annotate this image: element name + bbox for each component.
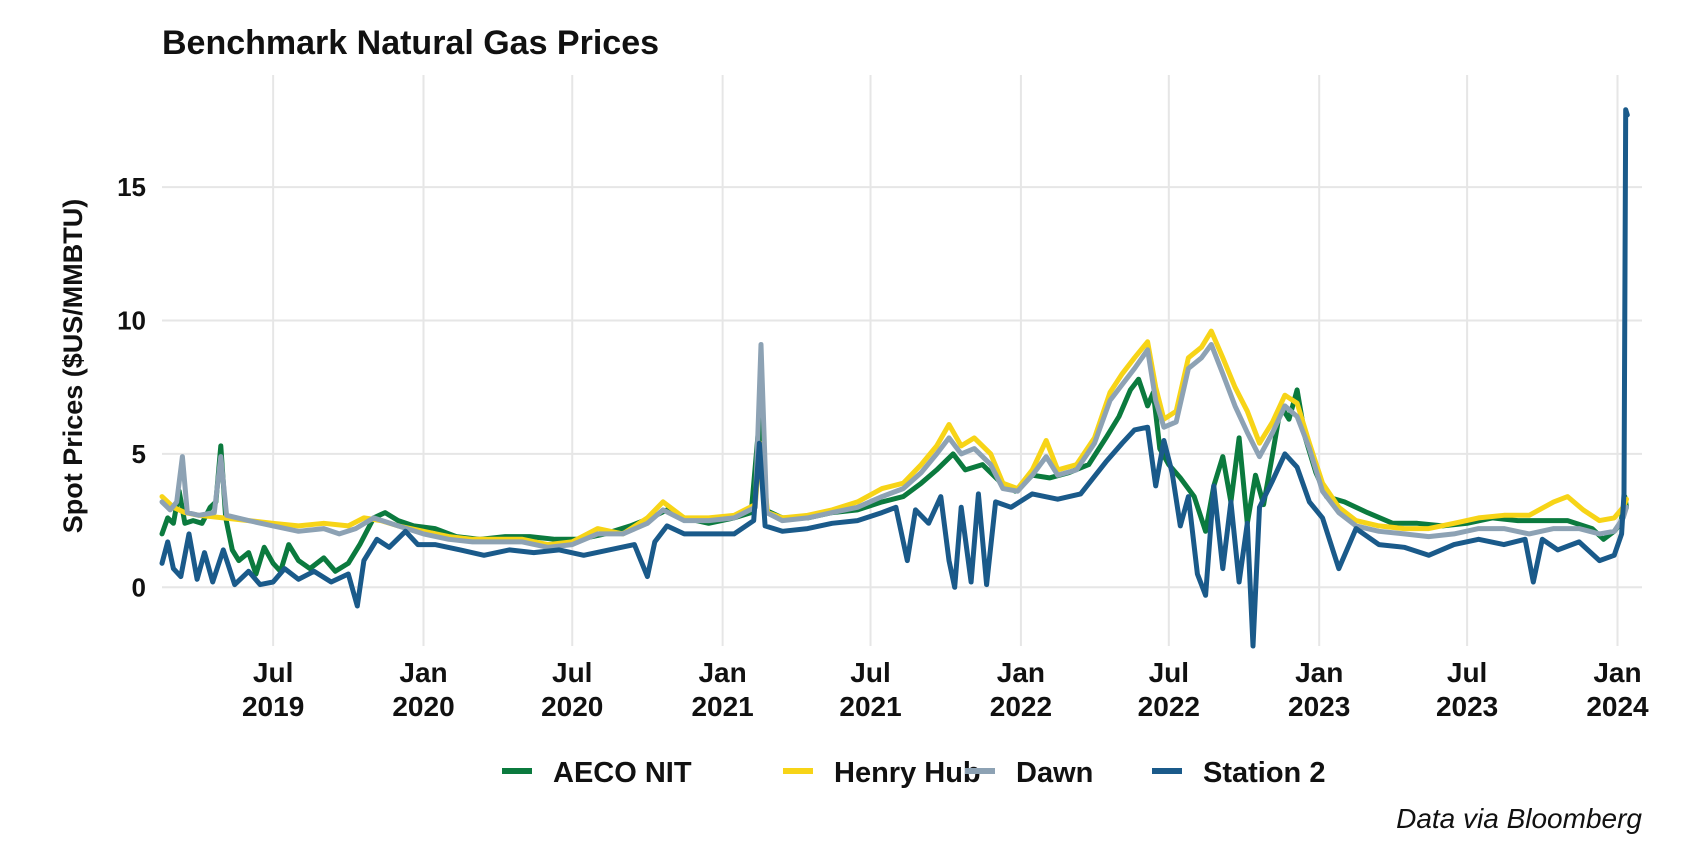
legend: AECO NIT Henry Hub Dawn Station 2 — [502, 757, 1325, 789]
y-tick-label-1: 5 — [132, 439, 146, 469]
series-line-station-2 — [159, 107, 1630, 649]
y-axis-ticks: 0 5 10 15 — [117, 172, 146, 602]
x-tick-label-3: Jan 2021 — [691, 657, 753, 722]
x-tick-label-8: Jul 2023 — [1436, 657, 1498, 722]
y-tick-label-0: 0 — [132, 572, 146, 602]
x-tick-label-9: Jan 2024 — [1586, 657, 1649, 722]
x-tick-label-2: Jul 2020 — [541, 657, 603, 722]
x-tick-label-1: Jan 2020 — [392, 657, 454, 722]
gridlines — [162, 75, 1642, 646]
chart-title: Benchmark Natural Gas Prices — [162, 24, 659, 62]
y-axis-label: Spot Prices ($US/MMBTU) — [58, 199, 88, 534]
x-tick-label-6: Jul 2022 — [1138, 657, 1200, 722]
chart-caption: Data via Bloomberg — [1396, 803, 1642, 834]
legend-label-dawn: Dawn — [1016, 757, 1093, 789]
legend-label-henry-hub: Henry Hub — [834, 757, 981, 789]
x-tick-label-4: Jul 2021 — [839, 657, 901, 722]
x-tick-label-0: Jul 2019 — [242, 657, 304, 722]
legend-label-station-2: Station 2 — [1203, 757, 1325, 789]
legend-label-aeco-nit: AECO NIT — [553, 757, 692, 789]
x-axis-ticks: Jul 2019 Jan 2020 Jul 2020 Jan 2021 Jul 2021 Jan 20… — [242, 657, 1649, 722]
series-line-henry-hub — [159, 328, 1629, 548]
series-lines — [159, 107, 1630, 649]
series-line-dawn — [159, 342, 1629, 550]
x-tick-label-7: Jan 2023 — [1288, 657, 1350, 722]
y-tick-label-2: 10 — [117, 305, 146, 335]
y-tick-label-3: 15 — [117, 172, 146, 202]
x-tick-label-5: Jan 2022 — [990, 657, 1052, 722]
